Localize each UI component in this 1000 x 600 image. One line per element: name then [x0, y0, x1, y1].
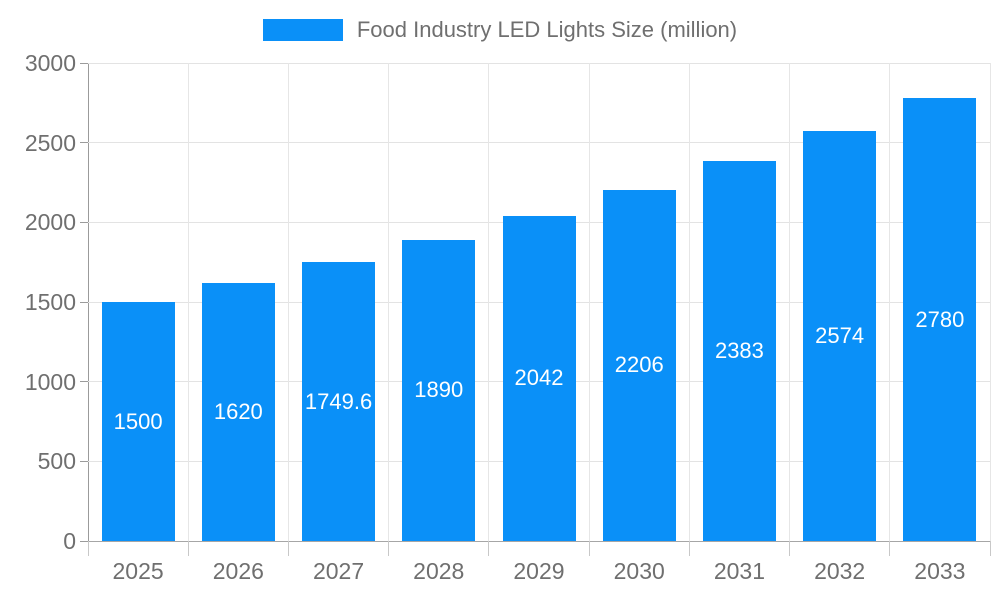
bar-value-label: 2206 [614, 352, 664, 378]
x-tick-label: 2031 [713, 558, 766, 584]
x-axis-tick [688, 541, 690, 556]
bar[interactable]: 1620 [201, 282, 275, 541]
x-axis-tick [789, 541, 791, 556]
y-axis-line [88, 63, 89, 556]
x-axis-tick [388, 541, 390, 556]
y-tick-label: 500 [37, 448, 76, 475]
bar-value-label: 2383 [714, 338, 764, 364]
y-tick-label: 2000 [24, 209, 76, 236]
y-axis-tick [80, 62, 88, 64]
x-tick-label: 2032 [814, 558, 866, 584]
x-axis-tick [187, 541, 189, 556]
legend-swatch [262, 19, 343, 41]
gridline-vertical [588, 63, 590, 541]
x-axis-tick [287, 541, 289, 556]
y-tick-label: 3000 [24, 50, 76, 76]
legend-label: Food Industry LED Lights Size (million) [356, 17, 738, 42]
x-tick-label: 2033 [914, 558, 966, 584]
legend: Food Industry LED Lights Size (million) [0, 17, 1000, 43]
bar-value-label: 1500 [113, 408, 163, 434]
x-tick-label: 2028 [413, 558, 465, 584]
bar[interactable]: 2383 [702, 161, 776, 541]
gridline-vertical [388, 63, 390, 541]
gridline-vertical [287, 63, 289, 541]
bar-value-label: 1749.6 [304, 388, 373, 414]
gridline-vertical [889, 63, 891, 541]
x-tick-label: 2029 [513, 558, 565, 584]
y-axis-tick [80, 142, 88, 144]
x-axis-tick [588, 541, 590, 556]
x-axis-tick [87, 541, 89, 556]
gridline-vertical [187, 63, 189, 541]
bar[interactable]: 2206 [602, 189, 676, 541]
bar[interactable]: 1749.6 [302, 262, 376, 541]
bar[interactable]: 2780 [903, 98, 977, 541]
y-axis-tick [80, 460, 88, 462]
y-tick-label: 1000 [24, 368, 76, 395]
gridline-horizontal [88, 142, 990, 144]
x-axis-line [88, 541, 990, 542]
bar[interactable]: 1890 [402, 239, 476, 541]
legend-item[interactable]: Food Industry LED Lights Size (million) [262, 17, 738, 43]
x-tick-label: 2030 [613, 558, 665, 584]
bar-value-label: 1890 [414, 377, 464, 403]
gridline-vertical [688, 63, 690, 541]
y-tick-label: 2500 [24, 129, 76, 156]
x-axis-tick [488, 541, 490, 556]
bar[interactable]: 2042 [502, 215, 576, 541]
x-axis-tick [989, 541, 991, 556]
y-axis-tick [80, 540, 88, 542]
x-axis-tick [889, 541, 891, 556]
gridline-horizontal [88, 62, 990, 64]
bar-value-label: 1620 [213, 398, 263, 424]
bar[interactable]: 2574 [803, 130, 877, 541]
plot-area: 1500 1620 1749.6 1890 2042 2206 2383 2574 2780 [88, 62, 991, 541]
bar-value-label: 2574 [815, 322, 865, 348]
gridline-vertical [488, 63, 490, 541]
y-axis-tick [80, 221, 88, 223]
gridline-vertical [989, 63, 991, 541]
bar-value-label: 2042 [514, 365, 564, 391]
x-tick-label: 2027 [312, 558, 365, 584]
bar[interactable]: 1500 [101, 302, 175, 541]
x-tick-label: 2026 [212, 558, 264, 584]
y-axis-tick [80, 381, 88, 383]
y-tick-label: 1500 [24, 289, 76, 315]
gridline-vertical [789, 63, 791, 541]
y-axis-tick [80, 301, 88, 303]
y-tick-label: 0 [63, 528, 76, 554]
x-tick-label: 2025 [112, 558, 164, 584]
bar-value-label: 2780 [915, 306, 965, 332]
